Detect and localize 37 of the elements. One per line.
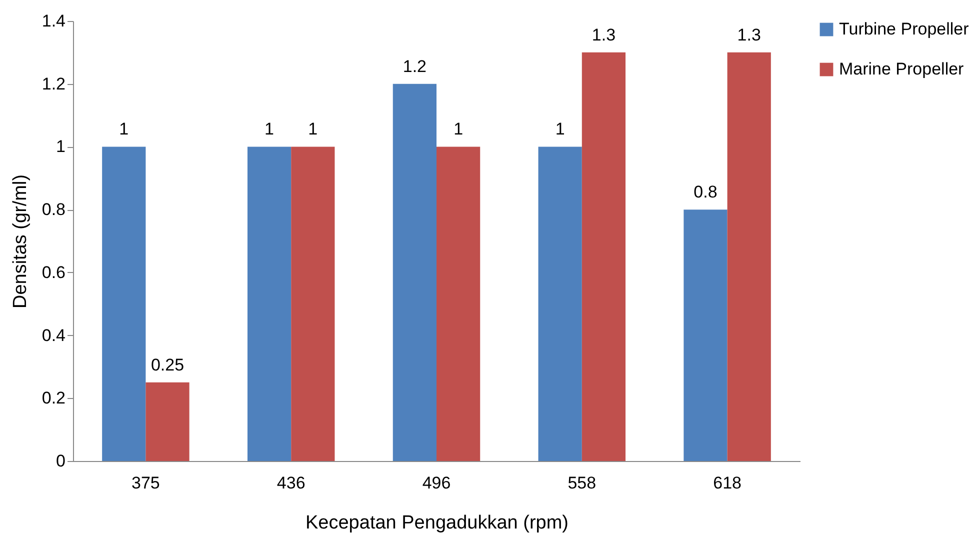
bar [102,146,146,461]
y-tick-label: 1.2 [42,74,66,94]
data-label: 1.2 [402,56,427,76]
data-label: 0.25 [150,355,184,374]
y-tick-label: 0.8 [42,200,66,220]
legend-label: Marine Propeller [839,60,964,78]
y-tick-label: 0.6 [42,262,66,282]
data-label: 1 [119,120,129,139]
x-tick-label: 496 [422,474,451,492]
y-tick-label: 1.4 [42,12,66,30]
data-label: 1 [454,120,464,139]
data-label: 1.3 [592,25,616,44]
y-axis-title: Densitas (gr/ml) [10,174,31,309]
x-tick-label: 558 [568,474,596,492]
data-label: 1 [555,120,565,139]
y-tick-label: 0 [56,452,66,470]
bar [436,146,480,461]
bar [392,84,436,461]
legend-label: Turbine Propeller [839,20,970,38]
bar [538,146,582,461]
y-tick-label: 0.2 [42,388,66,408]
data-label: 1 [264,120,274,139]
y-tick-label: 0.4 [42,326,66,345]
data-label: 1 [308,120,318,139]
bar [247,146,292,461]
bar [582,52,626,461]
data-label: 0.8 [694,182,718,202]
x-tick-label: 436 [276,474,306,492]
bar [291,146,335,461]
bar [727,52,771,461]
x-tick-label: 618 [713,474,742,492]
x-tick-label: 375 [132,474,160,492]
y-tick-label: 1 [56,137,66,156]
bar [146,382,190,461]
x-axis-title: Kecepatan Pengadukkan (rpm) [306,512,568,534]
bar [684,210,728,461]
data-label: 1.3 [737,25,761,44]
